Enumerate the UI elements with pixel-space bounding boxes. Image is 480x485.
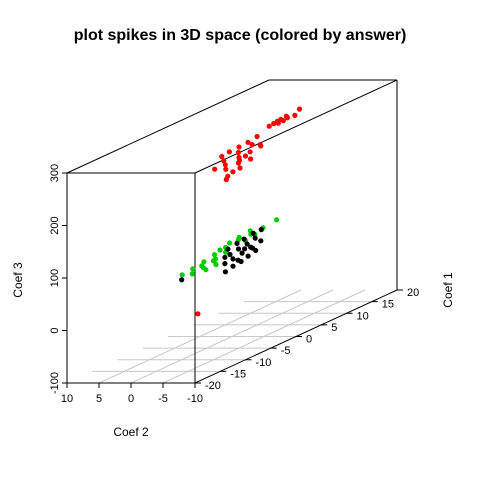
data-point	[223, 166, 229, 172]
x-tick-label: 15	[382, 299, 394, 311]
data-point	[250, 230, 256, 236]
data-point	[227, 251, 233, 258]
grid-line-y	[98, 289, 302, 384]
chart-title: plot spikes in 3D space (colored by answ…	[74, 27, 407, 44]
data-point	[225, 246, 231, 252]
data-point	[241, 236, 247, 242]
data-point	[190, 266, 196, 272]
data-point	[235, 257, 241, 263]
y-axis-label: Coef 2	[113, 425, 149, 439]
data-point	[179, 272, 185, 278]
data-point	[217, 247, 223, 253]
y-tick-label: 5	[96, 393, 102, 405]
data-point	[245, 139, 251, 145]
data-point	[223, 177, 229, 183]
data-point	[280, 118, 286, 124]
data-point	[274, 217, 280, 223]
data-point	[252, 235, 258, 241]
data-point	[236, 144, 242, 150]
data-point	[222, 261, 228, 267]
data-point	[292, 112, 298, 118]
data-point	[195, 311, 201, 317]
data-point	[203, 267, 209, 273]
data-point	[211, 252, 218, 258]
data-point	[254, 133, 260, 140]
z-tick-label: 200	[49, 216, 61, 234]
x-tick-label: 10	[357, 310, 369, 322]
data-point	[266, 123, 272, 129]
data-point	[247, 149, 253, 155]
data-point	[249, 142, 255, 148]
box-edge-top-left	[66, 79, 270, 174]
data-point	[284, 115, 290, 121]
data-point	[258, 227, 264, 233]
z-tick-label: -100	[49, 372, 61, 394]
z-tick-label: 100	[49, 269, 61, 287]
x-tick-label: 5	[331, 322, 337, 334]
data-point	[235, 246, 242, 252]
data-point	[222, 269, 228, 275]
z-tick-label: 300	[49, 164, 61, 182]
z-axis-label: Coef 3	[11, 262, 25, 298]
data-point	[230, 169, 236, 175]
grid-line-y	[162, 289, 366, 384]
data-point	[236, 234, 242, 241]
data-point	[275, 120, 281, 126]
data-point	[244, 241, 250, 247]
data-point	[250, 245, 256, 251]
data-point	[227, 240, 233, 246]
x-tick-label: -15	[230, 368, 246, 380]
floor-grid	[92, 289, 372, 384]
data-point	[258, 143, 264, 149]
x-tick-label: 20	[407, 287, 419, 299]
data-point	[236, 157, 243, 163]
data-point	[242, 153, 249, 159]
data-point	[226, 149, 232, 155]
x-axis-label: Coef 1	[441, 272, 455, 308]
data-point	[234, 240, 240, 246]
data-points	[179, 106, 303, 317]
y-tick-label: 10	[61, 393, 73, 405]
z-tick-label: 0	[49, 327, 61, 333]
data-point	[222, 254, 228, 260]
data-point	[237, 165, 243, 171]
data-point	[213, 261, 219, 268]
x-tick-label: 0	[306, 334, 312, 346]
data-point	[230, 256, 236, 262]
grid-line-y	[130, 289, 334, 384]
data-point	[242, 246, 248, 252]
y-tick-label: 0	[128, 393, 134, 405]
x-tick-label: -10	[256, 357, 272, 369]
x-tick-label: -5	[281, 345, 291, 357]
y-tick-label: -5	[158, 393, 168, 405]
data-point	[179, 277, 185, 283]
data-point	[239, 250, 245, 256]
data-point	[235, 149, 241, 156]
box-edge-top-right	[194, 79, 398, 174]
data-point	[296, 106, 303, 112]
data-point	[219, 153, 225, 160]
data-point	[230, 263, 236, 269]
y-tick-label: -10	[187, 393, 203, 405]
plot-box	[66, 79, 398, 384]
data-point	[189, 271, 195, 277]
data-point	[201, 259, 207, 265]
data-point	[258, 238, 264, 244]
data-point	[212, 166, 218, 172]
x-tick-label: -20	[205, 380, 221, 392]
data-point	[245, 253, 251, 259]
axis-labels: Coef 1 Coef 2 Coef 3	[11, 262, 455, 439]
data-point	[221, 158, 227, 164]
data-point	[222, 162, 228, 168]
data-point	[248, 156, 254, 162]
